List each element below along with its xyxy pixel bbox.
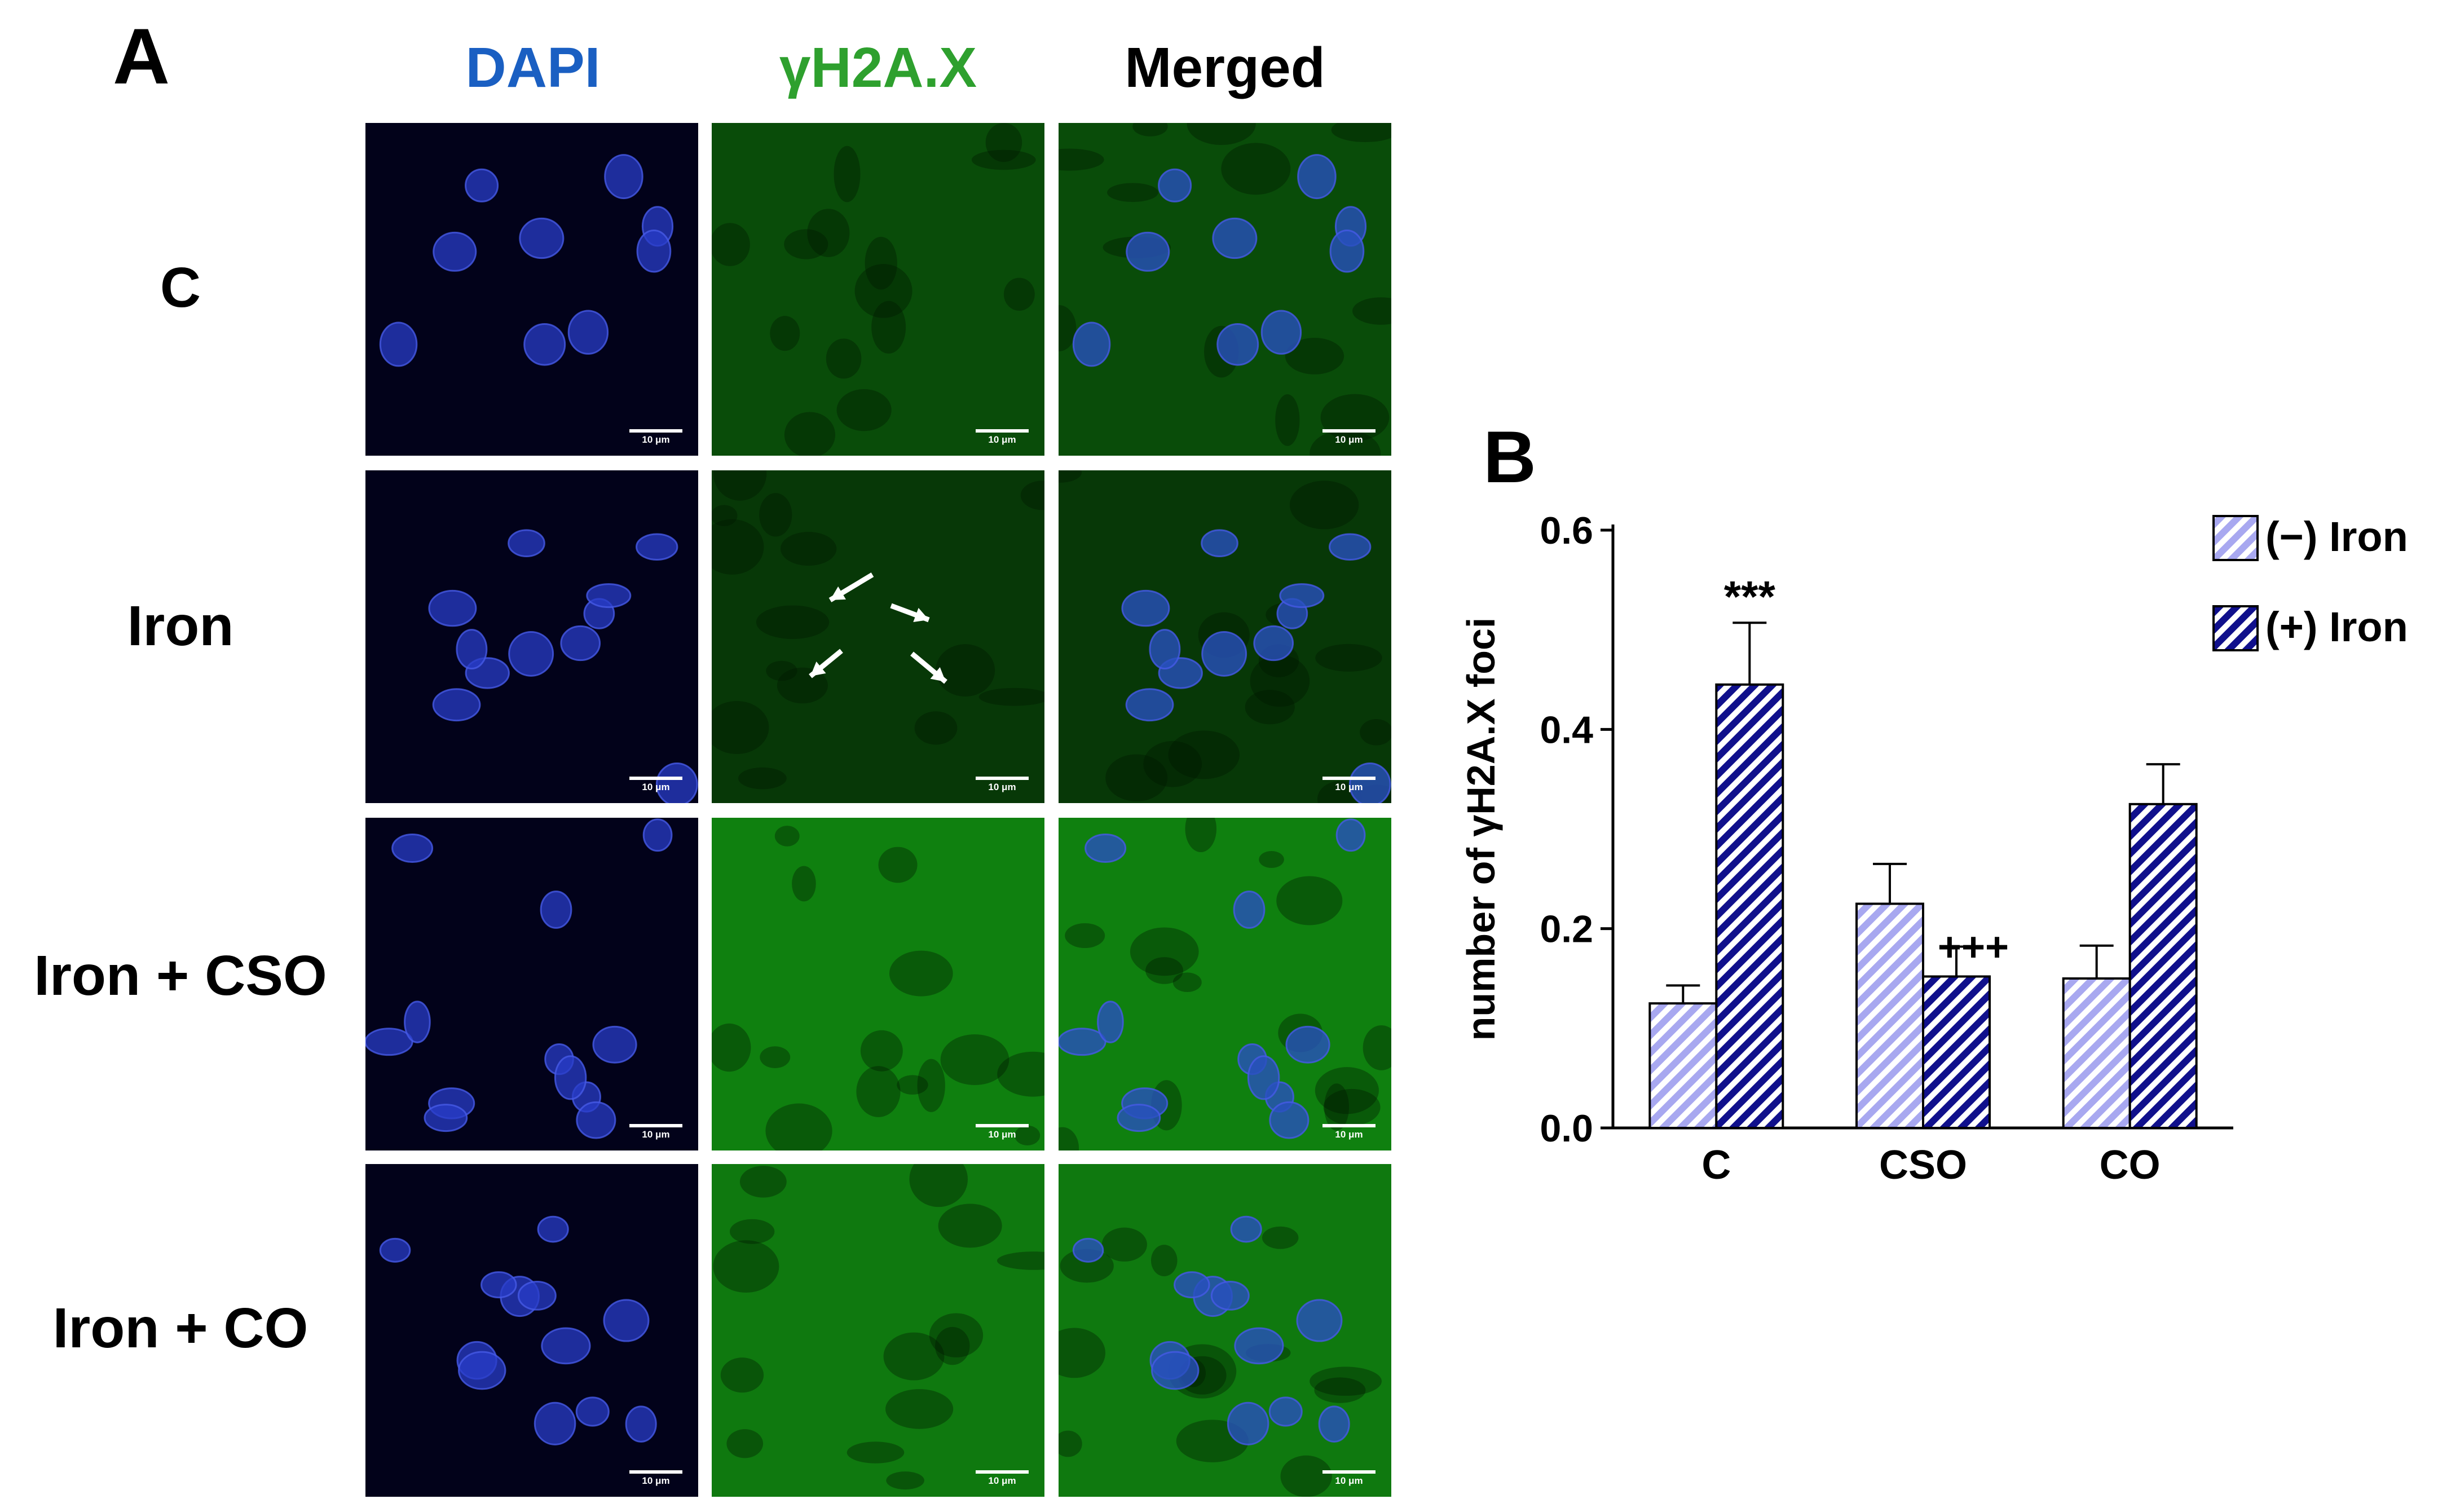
- x-tick-label-co: CO: [2100, 1143, 2161, 1188]
- bar-co-series-0: [2062, 977, 2131, 1129]
- legend-swatch-0: [2212, 515, 2259, 561]
- scale-bar-label: 10 μm: [988, 434, 1016, 445]
- scale-bar-label: 10 μm: [642, 1129, 670, 1140]
- scale-bar-label: 10 μm: [988, 1129, 1016, 1140]
- row-label-c: C: [160, 256, 201, 319]
- column-header-gh2ax: γH2A.X: [779, 36, 977, 99]
- scale-bar-label: 10 μm: [1335, 1129, 1363, 1140]
- scale-bar-line: [1322, 429, 1375, 433]
- row-label-iron: Iron: [127, 594, 234, 658]
- scale-bar: 10 μm: [1322, 777, 1375, 793]
- legend-swatch-1: [2212, 605, 2259, 651]
- row-label-iron-co: Iron + CO: [52, 1297, 308, 1360]
- micrograph-gh2ax-c: 10 μm: [712, 123, 1044, 456]
- legend-label-1: (+) Iron: [2265, 603, 2408, 650]
- scale-bar: 10 μm: [976, 1124, 1029, 1140]
- scale-bar-line: [1322, 1470, 1375, 1474]
- row-label-iron-cso: Iron + CSO: [34, 944, 327, 1007]
- scale-bar: 10 μm: [629, 1124, 682, 1140]
- column-header-merged: Merged: [1125, 36, 1325, 99]
- micrograph-gh2ax-iron-co: 10 μm: [712, 1164, 1044, 1497]
- scale-bar-line: [629, 1124, 682, 1127]
- scale-bar-line: [1322, 1124, 1375, 1127]
- x-tick-label-cso: CSO: [1879, 1143, 1967, 1188]
- significance-annotation: +++: [1938, 924, 2009, 969]
- scale-bar-label: 10 μm: [1335, 782, 1363, 792]
- scale-bar: 10 μm: [976, 1470, 1029, 1487]
- scale-bar-label: 10 μm: [642, 434, 670, 445]
- y-tick-label: 0.0: [1540, 1107, 1593, 1150]
- bar-c-series-0: [1648, 1002, 1718, 1129]
- bar-co-series-1: [2128, 803, 2198, 1129]
- micrograph-dapi-c: 10 μm: [365, 123, 698, 456]
- scale-bar-label: 10 μm: [642, 782, 670, 792]
- bar-cso-series-0: [1855, 902, 1924, 1129]
- micrograph-gh2ax-iron: 10 μm: [712, 470, 1044, 803]
- scale-bar-line: [976, 777, 1029, 780]
- y-axis-label: number of γH2A.X foci: [1459, 618, 1503, 1041]
- scale-bar: 10 μm: [629, 429, 682, 446]
- bar-chart: 0.0 0.2 0.4 0.6 number of γH2A.X foci C CSO CO *…: [1459, 509, 2408, 1188]
- micrograph-merged-iron-cso: 10 μm: [1059, 818, 1391, 1150]
- scale-bar: 10 μm: [1322, 1470, 1375, 1487]
- scale-bar-line: [629, 1470, 682, 1474]
- scale-bar: 10 μm: [1322, 429, 1375, 446]
- micrograph-gh2ax-iron-cso: 10 μm: [712, 818, 1044, 1150]
- scale-bar-label: 10 μm: [1335, 434, 1363, 445]
- column-header-dapi: DAPI: [465, 36, 601, 99]
- scale-bar: 10 μm: [629, 777, 682, 793]
- y-tick-label: 0.4: [1540, 708, 1593, 751]
- legend-label-0: (−) Iron: [2265, 513, 2408, 560]
- scale-bar-line: [629, 429, 682, 433]
- scale-bar-line: [1322, 777, 1375, 780]
- scale-bar-label: 10 μm: [642, 1475, 670, 1486]
- micrograph-merged-iron-co: 10 μm: [1059, 1164, 1391, 1497]
- bar-c-series-1: [1715, 683, 1784, 1129]
- scale-bar-label: 10 μm: [1335, 1475, 1363, 1486]
- scale-bar-label: 10 μm: [988, 782, 1016, 792]
- scale-bar-label: 10 μm: [988, 1475, 1016, 1486]
- scale-bar: 10 μm: [629, 1470, 682, 1487]
- scale-bar: 10 μm: [976, 777, 1029, 793]
- scale-bar-line: [976, 1124, 1029, 1127]
- x-tick-label-c: C: [1701, 1143, 1731, 1188]
- micrograph-dapi-iron: 10 μm: [365, 470, 698, 803]
- micrograph-dapi-iron-cso: 10 μm: [365, 818, 698, 1150]
- panel-b-letter: B: [1483, 416, 1536, 498]
- scale-bar-line: [976, 429, 1029, 433]
- y-tick-label: 0.2: [1540, 908, 1593, 951]
- scale-bar: 10 μm: [1322, 1124, 1375, 1140]
- micrograph-merged-iron: 10 μm: [1059, 470, 1391, 803]
- scale-bar-line: [629, 777, 682, 780]
- micrograph-dapi-iron-co: 10 μm: [365, 1164, 698, 1497]
- y-tick-label: 0.6: [1540, 509, 1593, 552]
- scale-bar-line: [976, 1470, 1029, 1474]
- panel-a-letter: A: [113, 12, 170, 100]
- scale-bar: 10 μm: [976, 429, 1029, 446]
- bar-cso-series-1: [1922, 975, 1991, 1129]
- significance-annotation: ***: [1724, 571, 1776, 621]
- micrograph-merged-c: 10 μm: [1059, 123, 1391, 456]
